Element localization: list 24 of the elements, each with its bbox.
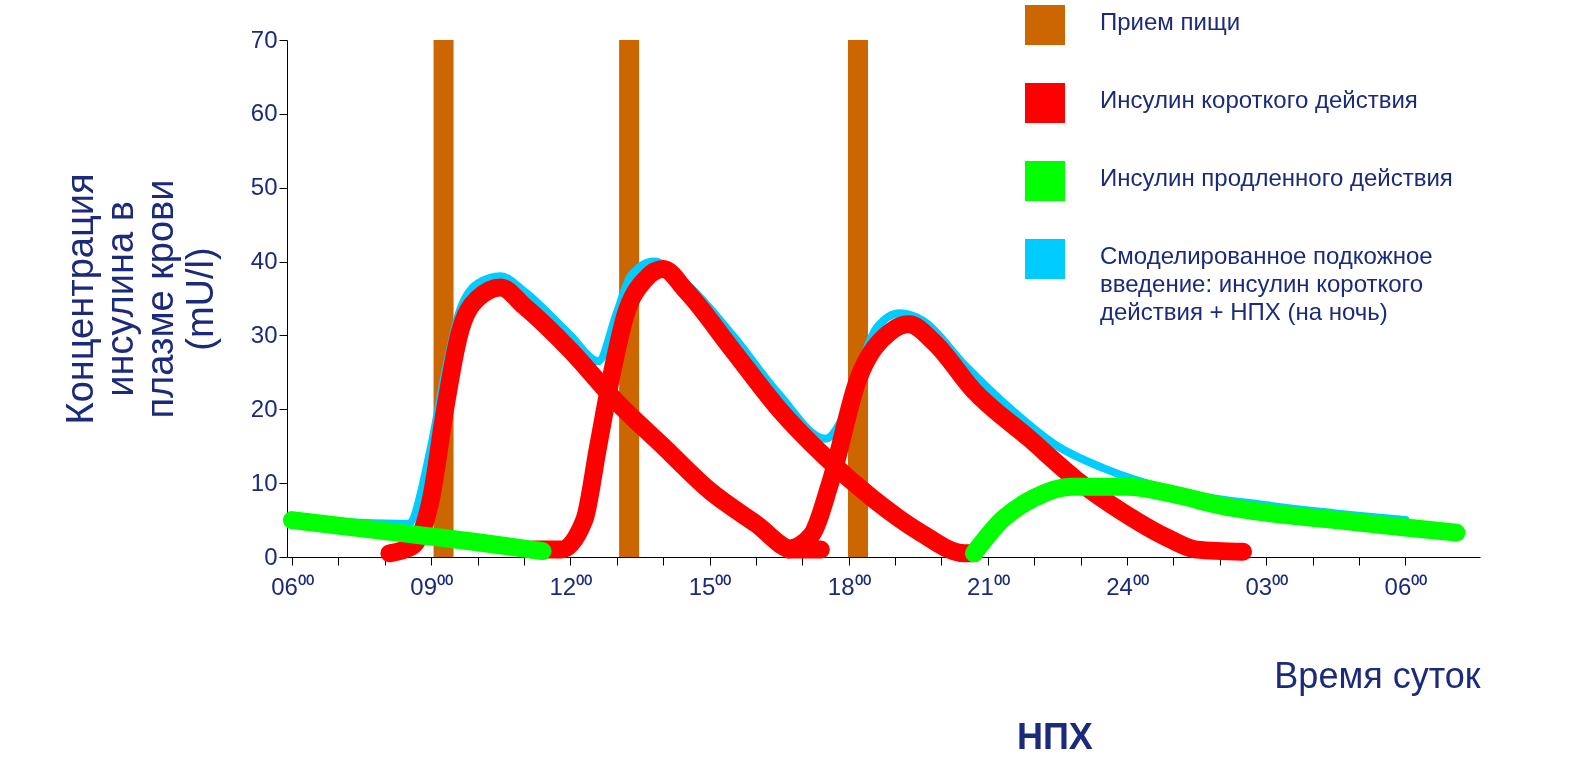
- y-tick-label: 0: [264, 542, 278, 570]
- x-tick-label: 15⁰⁰: [688, 572, 732, 600]
- x-tick-label: 09⁰⁰: [410, 572, 454, 600]
- y-tick-label: 20: [250, 394, 278, 422]
- legend-label: Прием пищи: [1100, 8, 1241, 35]
- y-tick-label: 50: [250, 173, 278, 201]
- x-tick-label: 21⁰⁰: [967, 572, 1010, 600]
- y-tick-label: 10: [250, 468, 278, 496]
- legend-label: Смоделированное подкожное введение: инсулин короткого действия + НПХ (на ночь): [1100, 242, 1433, 325]
- x-tick-label: 03⁰⁰: [1245, 572, 1289, 600]
- y-tick-label: 60: [250, 99, 278, 127]
- legend-label: Инсулин продленного действия: [1100, 164, 1453, 191]
- y-tick-label: 40: [250, 247, 278, 275]
- legend-label: Инсулин короткого действия: [1100, 86, 1418, 113]
- x-tick-label: 24⁰⁰: [1106, 572, 1149, 600]
- x-tick-label: 12⁰⁰: [549, 572, 593, 600]
- y-axis-title: Концентрация инсулина в плазме крови (mU/l): [58, 173, 221, 425]
- x-tick-label: 18⁰⁰: [827, 572, 871, 600]
- x-tick-label: 06⁰⁰: [271, 572, 314, 600]
- text: НПХ: [1017, 716, 1093, 757]
- y-tick-label: 70: [250, 25, 278, 53]
- y-tick-label: 30: [250, 320, 278, 348]
- x-tick-label: 06⁰⁰: [1384, 572, 1428, 600]
- x-axis-title: Время суток: [1274, 654, 1481, 696]
